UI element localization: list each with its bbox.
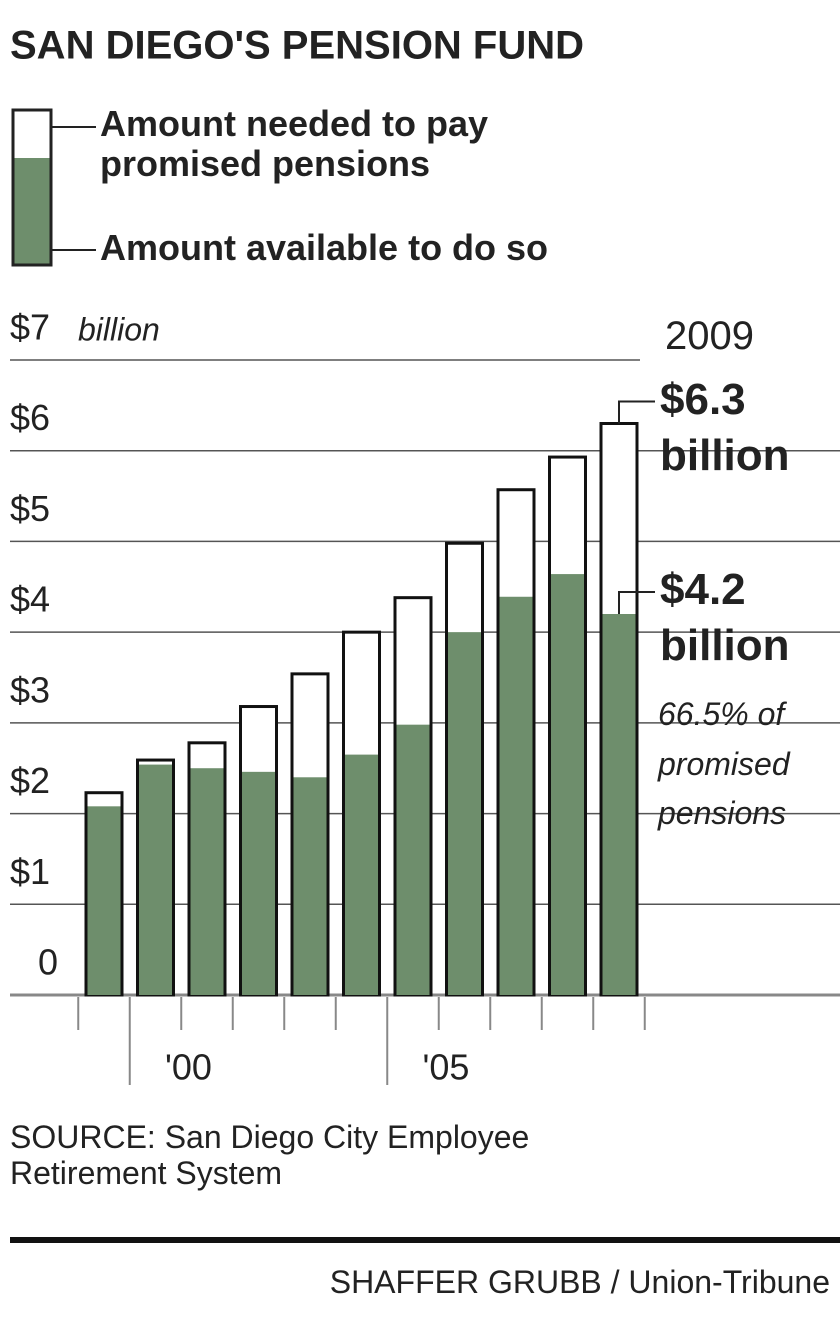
value-label: $6.3 billion	[660, 374, 790, 480]
value-label: $4.2 billion	[660, 565, 790, 671]
source: SOURCE: San Diego City Employee Retireme…	[10, 1119, 530, 1191]
y-tick-label: $5	[10, 488, 50, 529]
label-leader	[618, 400, 655, 424]
legend-swatch-fill	[14, 158, 50, 264]
bar	[345, 754, 378, 995]
legend-label: Amount available to do so	[100, 227, 549, 268]
bar	[242, 771, 275, 995]
y-unit: billion	[78, 311, 160, 347]
credit: SHAFFER GRUBB / Union-Tribune	[329, 1264, 830, 1300]
y-tick-label: $2	[10, 760, 50, 801]
legend-label: Amount needed to pay promised pensions	[100, 103, 489, 185]
y-tick-label: $6	[10, 397, 50, 438]
annotation: 66.5% of promised pensions	[658, 696, 790, 832]
bar	[87, 806, 121, 995]
x-tick-label: '05	[423, 1047, 470, 1088]
y-tick-label: $4	[10, 579, 50, 620]
y-tick-label: $3	[10, 669, 50, 710]
bar	[293, 777, 327, 995]
y-tick-label: 0	[38, 942, 58, 983]
bar	[448, 632, 481, 995]
y-tick-label: $7	[10, 307, 50, 348]
bar	[499, 596, 533, 995]
label-leader	[618, 591, 655, 614]
x-tick-label: '00	[165, 1047, 212, 1088]
bar	[551, 574, 584, 995]
y-tick-label: $1	[10, 851, 50, 892]
bar	[139, 764, 172, 995]
bar	[396, 724, 430, 995]
bar	[602, 614, 636, 995]
chart-title: SAN DIEGO'S PENSION FUND	[10, 24, 584, 68]
annotation: 2009	[665, 314, 754, 358]
bar	[190, 768, 224, 995]
